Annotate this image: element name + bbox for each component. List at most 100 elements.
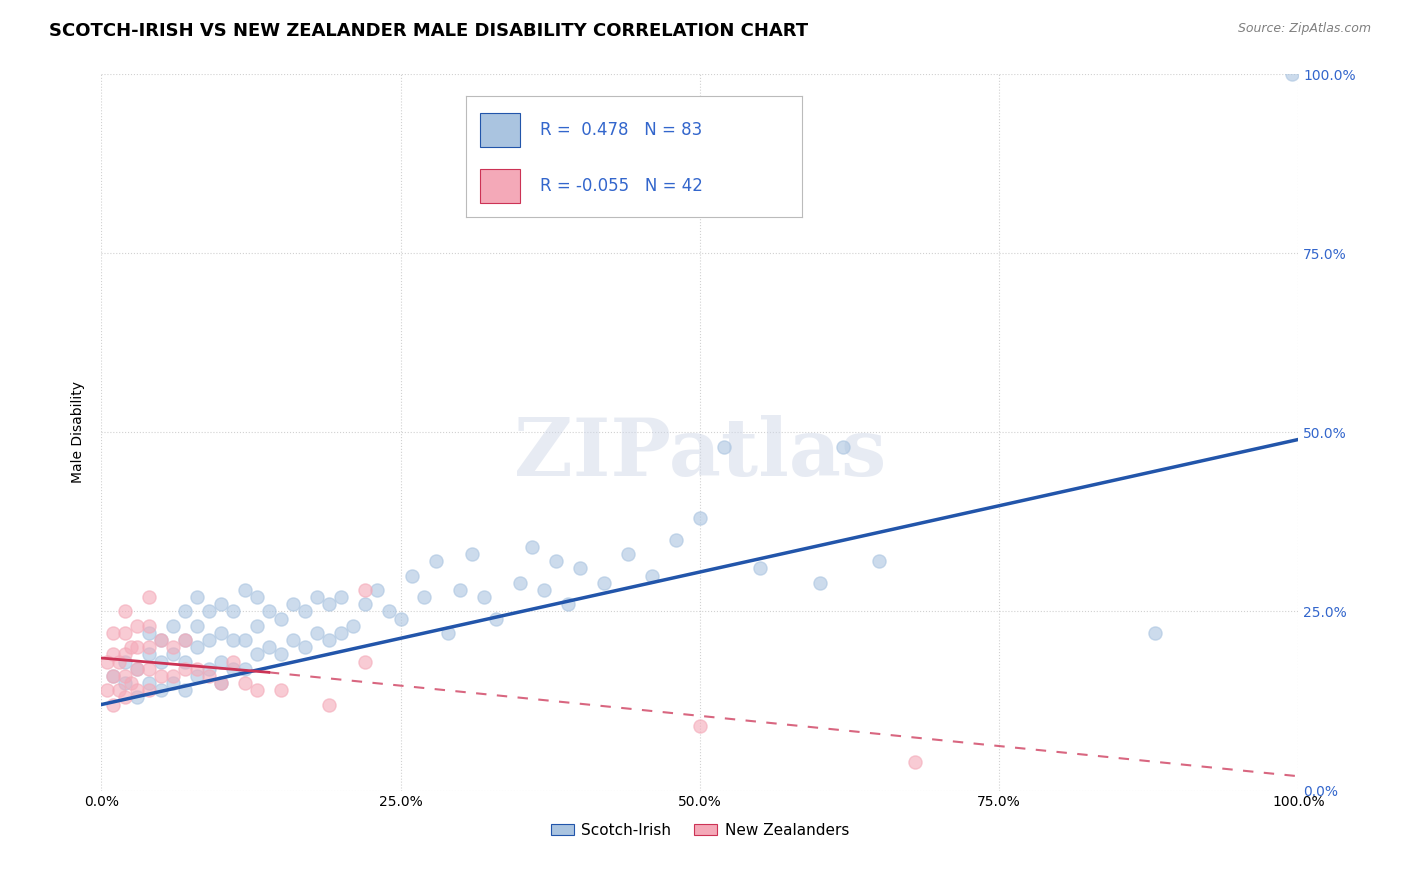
Point xyxy=(270,648,292,662)
Point xyxy=(162,676,184,690)
Point xyxy=(413,590,436,604)
Point xyxy=(246,683,269,698)
Point xyxy=(114,648,136,662)
Point xyxy=(270,683,292,698)
Point xyxy=(472,590,495,604)
Point xyxy=(127,662,149,676)
Point xyxy=(270,612,292,626)
Text: ZIPatlas: ZIPatlas xyxy=(513,415,886,492)
Point xyxy=(96,683,118,698)
Point xyxy=(114,626,136,640)
Point xyxy=(150,683,173,698)
Point xyxy=(198,604,221,618)
Point xyxy=(103,626,125,640)
Point xyxy=(246,619,269,633)
Point xyxy=(257,604,280,618)
Point xyxy=(114,690,136,705)
Point xyxy=(808,575,831,590)
Point xyxy=(713,440,735,454)
Point xyxy=(103,648,125,662)
Point xyxy=(305,590,328,604)
Point xyxy=(114,655,136,669)
Point xyxy=(593,575,616,590)
Point xyxy=(138,626,160,640)
Point xyxy=(114,669,136,683)
Point xyxy=(832,440,855,454)
Point xyxy=(617,547,640,561)
Point xyxy=(461,547,484,561)
Point xyxy=(233,633,256,648)
Point xyxy=(689,719,711,733)
Point xyxy=(318,698,340,712)
Point xyxy=(353,582,375,597)
Point xyxy=(138,648,160,662)
Point xyxy=(557,597,579,611)
Point xyxy=(329,626,352,640)
Point xyxy=(222,604,245,618)
Point xyxy=(186,669,208,683)
Point xyxy=(401,568,423,582)
Point xyxy=(353,597,375,611)
Text: Source: ZipAtlas.com: Source: ZipAtlas.com xyxy=(1237,22,1371,36)
Point xyxy=(138,676,160,690)
Text: SCOTCH-IRISH VS NEW ZEALANDER MALE DISABILITY CORRELATION CHART: SCOTCH-IRISH VS NEW ZEALANDER MALE DISAB… xyxy=(49,22,808,40)
Point xyxy=(294,640,316,655)
Point xyxy=(437,626,460,640)
Point xyxy=(186,619,208,633)
Point xyxy=(127,690,149,705)
Point xyxy=(222,633,245,648)
Point xyxy=(114,604,136,618)
Point xyxy=(509,575,531,590)
Point xyxy=(353,655,375,669)
Point xyxy=(174,633,197,648)
Point xyxy=(485,612,508,626)
Point xyxy=(198,633,221,648)
Point xyxy=(120,640,142,655)
Point xyxy=(174,633,197,648)
Point xyxy=(150,655,173,669)
Point xyxy=(103,698,125,712)
Point xyxy=(449,582,471,597)
Point xyxy=(209,655,232,669)
Legend: Scotch-Irish, New Zealanders: Scotch-Irish, New Zealanders xyxy=(544,816,855,844)
Point xyxy=(162,619,184,633)
Point xyxy=(138,640,160,655)
Point xyxy=(209,676,232,690)
Point xyxy=(246,590,269,604)
Point xyxy=(127,640,149,655)
Point xyxy=(1281,67,1303,81)
Point xyxy=(366,582,388,597)
Point xyxy=(257,640,280,655)
Point xyxy=(233,662,256,676)
Point xyxy=(318,633,340,648)
Point xyxy=(108,655,131,669)
Point xyxy=(209,626,232,640)
Point xyxy=(748,561,770,575)
Point xyxy=(186,662,208,676)
Point xyxy=(222,655,245,669)
Point xyxy=(120,676,142,690)
Point xyxy=(233,676,256,690)
Point xyxy=(209,676,232,690)
Point xyxy=(162,669,184,683)
Point xyxy=(546,554,568,568)
Point xyxy=(138,590,160,604)
Point xyxy=(233,582,256,597)
Point xyxy=(294,604,316,618)
Point xyxy=(127,619,149,633)
Point xyxy=(342,619,364,633)
Point xyxy=(222,662,245,676)
Point xyxy=(138,662,160,676)
Point xyxy=(281,597,304,611)
Point xyxy=(103,669,125,683)
Point xyxy=(108,683,131,698)
Point xyxy=(186,590,208,604)
Point xyxy=(138,683,160,698)
Point xyxy=(522,540,544,554)
Point xyxy=(198,662,221,676)
Point xyxy=(281,633,304,648)
Point xyxy=(569,561,592,575)
Point xyxy=(103,669,125,683)
Point xyxy=(305,626,328,640)
Point xyxy=(96,655,118,669)
